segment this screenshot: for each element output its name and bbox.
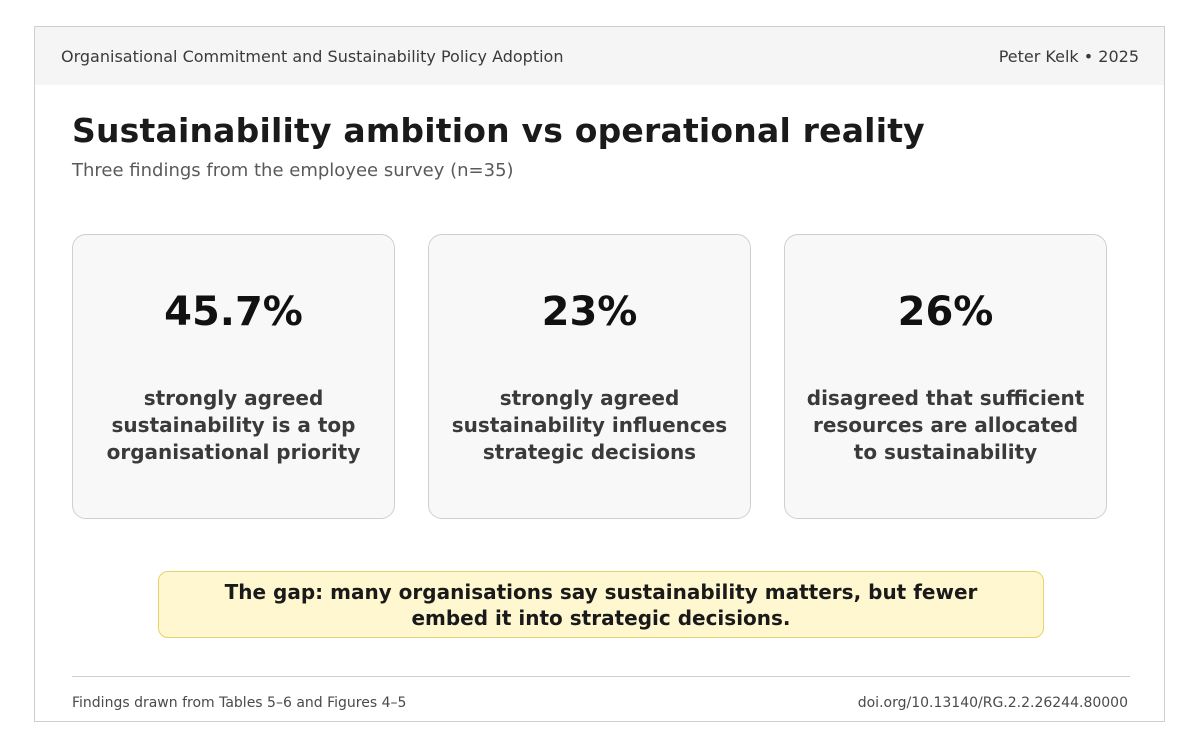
finding-value: 45.7% <box>164 289 303 335</box>
gap-callout: The gap: many organisations say sustaina… <box>158 571 1044 638</box>
finding-card-resources: 26% disagreed that sufficient resources … <box>784 234 1107 519</box>
finding-card-priority: 45.7% strongly agreed sustainability is … <box>72 234 395 519</box>
footer-source: Findings drawn from Tables 5–6 and Figur… <box>72 695 407 711</box>
finding-value: 26% <box>897 289 994 335</box>
page-subtitle: Three findings from the employee survey … <box>72 160 514 181</box>
header-title: Organisational Commitment and Sustainabi… <box>61 46 564 66</box>
findings-cards: 45.7% strongly agreed sustainability is … <box>72 234 1107 519</box>
finding-description: disagreed that sufficient resources are … <box>806 386 1085 464</box>
finding-description: strongly agreed sustainability influence… <box>451 386 728 464</box>
footer-doi: doi.org/10.13140/RG.2.2.26244.80000 <box>857 695 1128 711</box>
finding-value: 23% <box>541 289 638 335</box>
finding-card-strategy: 23% strongly agreed sustainability influ… <box>428 234 751 519</box>
slide: Organisational Commitment and Sustainabi… <box>34 26 1165 722</box>
gap-callout-text: The gap: many organisations say sustaina… <box>224 579 978 630</box>
footer-divider <box>72 676 1130 677</box>
header-author-year: Peter Kelk • 2025 <box>998 46 1139 66</box>
finding-description: strongly agreed sustainability is a top … <box>106 386 361 464</box>
page-title: Sustainability ambition vs operational r… <box>72 111 925 150</box>
header-bar: Organisational Commitment and Sustainabi… <box>35 27 1164 85</box>
